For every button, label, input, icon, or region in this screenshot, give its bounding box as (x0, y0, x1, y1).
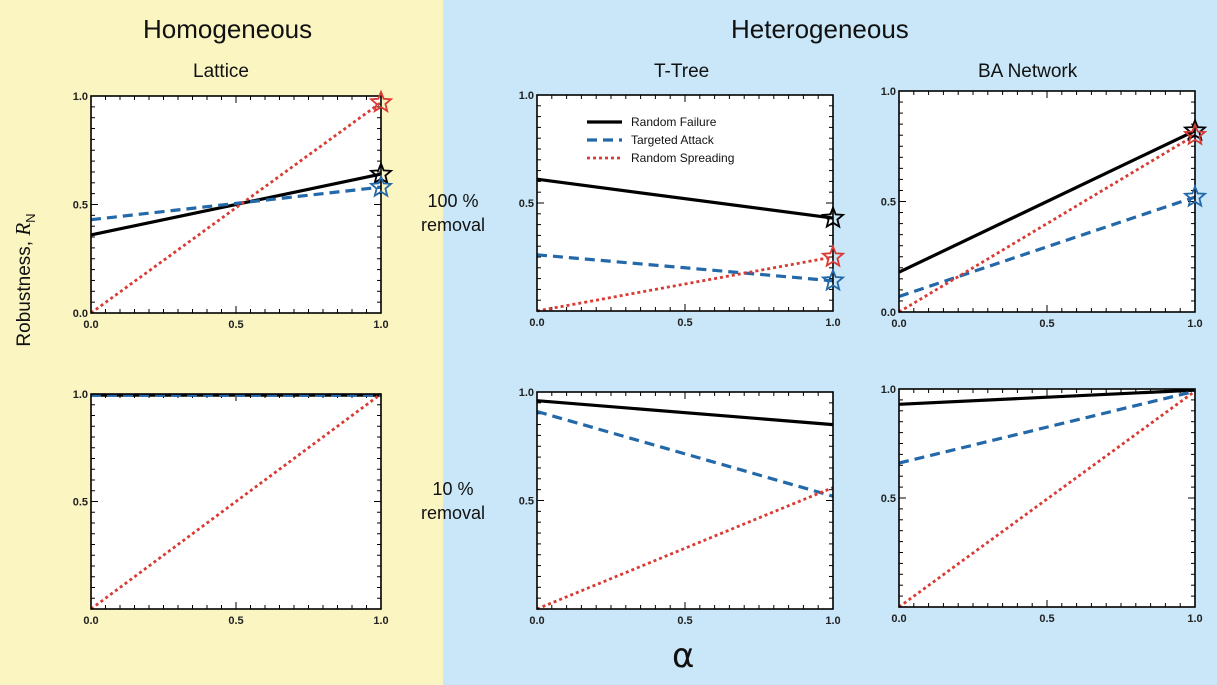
star-marker-targeted-attack (820, 267, 846, 292)
plot-ttree-10: 0.0 0.5 1.0 0.5 1.0 (519, 387, 841, 627)
y-tick-label: 1.0 (73, 91, 88, 103)
homogeneous-title: Homogeneous (143, 14, 313, 44)
star-marker-random-failure (1182, 117, 1208, 142)
legend: Random Failure Targeted Attack Random Spre… (587, 115, 734, 165)
y-tick-label: 0.5 (881, 493, 896, 505)
star-marker-random-failure (820, 205, 846, 229)
row-label-10-removal: 10 % removal (418, 477, 488, 525)
heterogeneous-title: Heterogeneous (731, 14, 909, 44)
y-tick-label: 1.0 (519, 90, 534, 102)
panel-title-ttree: T-Tree (654, 61, 710, 82)
x-tick-label: 0.0 (83, 319, 98, 331)
plot-ba-100: 0.0 0.5 1.0 0.0 0.5 1.0 (881, 86, 1208, 330)
series-line-targeted-attack (536, 409, 834, 498)
y-tick-label: 0.5 (519, 496, 534, 508)
y-tick-label: 1.0 (881, 86, 896, 98)
x-tick-label: 0.5 (228, 319, 243, 331)
panel-title-lattice: Lattice (193, 61, 249, 82)
x-axis-label: α (672, 636, 695, 676)
series-line-random-spreading (898, 390, 1196, 609)
star-marker-targeted-attack (368, 174, 394, 198)
x-tick-label: 0.0 (891, 613, 906, 625)
row-label-100-removal: 100 % removal (418, 189, 488, 237)
plot-ba-10: 0.0 0.5 1.0 0.5 1.0 (881, 384, 1203, 625)
x-tick-label: 0.0 (891, 318, 906, 330)
star-marker-random-spreading (820, 244, 846, 268)
plot-ttree-100: 0.0 0.5 1.0 0.5 1.0 (519, 90, 846, 329)
series-line-targeted-attack (898, 195, 1196, 299)
series-line-targeted-attack (898, 389, 1196, 465)
plot-frame (898, 388, 1196, 608)
y-tick-label: 0.5 (73, 200, 88, 212)
star-marker-random-spreading (368, 89, 394, 113)
series-line-random-spreading (536, 255, 834, 313)
y-tick-label: 0.5 (881, 197, 896, 209)
series-line-random-failure (898, 129, 1196, 274)
plot-lattice-10: 0.0 0.5 1.0 0.5 1.0 (73, 389, 389, 627)
plot-area (537, 392, 833, 609)
plot-frame (536, 94, 834, 312)
x-tick-label: 0.5 (228, 615, 243, 627)
series-line-random-spreading (536, 486, 834, 611)
y-tick-label: 0.5 (73, 497, 88, 509)
x-tick-label: 0.0 (529, 615, 544, 627)
series-line-random-spreading (90, 392, 382, 611)
legend-label-random-spreading: Random Spreading (631, 151, 734, 165)
row-label-100-percent: 100 % (427, 191, 479, 211)
x-tick-label: 0.5 (1039, 318, 1054, 330)
series-line-targeted-attack (536, 253, 834, 283)
x-tick-label: 1.0 (1187, 613, 1202, 625)
x-tick-label: 1.0 (825, 317, 840, 329)
series-line-random-failure (536, 399, 834, 427)
x-tick-label: 1.0 (373, 319, 388, 331)
x-tick-label: 1.0 (373, 615, 388, 627)
star-marker-targeted-attack (1182, 184, 1208, 208)
x-tick-label: 1.0 (1187, 318, 1202, 330)
y-tick-label: 1.0 (73, 389, 88, 401)
y-tick-label: 0.5 (519, 198, 534, 210)
x-tick-label: 0.0 (529, 317, 544, 329)
row-label-10-percent: 10 % (432, 479, 474, 499)
legend-label-targeted-attack: Targeted Attack (631, 133, 715, 147)
plot-lattice-100: 0.0 0.5 1.0 0.0 0.5 1.0 (73, 89, 394, 331)
series-line-random-failure (898, 388, 1196, 406)
row-label-10-removal-word: removal (420, 503, 486, 523)
plot-frame (90, 393, 382, 610)
x-tick-label: 0.5 (1039, 613, 1054, 625)
y-tick-label: 0.0 (73, 308, 88, 320)
plot-frame (90, 95, 382, 314)
row-label-100-removal-word: removal (420, 215, 486, 235)
y-tick-label: 0.0 (881, 307, 896, 319)
series-line-random-failure (536, 177, 834, 220)
x-tick-label: 0.0 (83, 615, 98, 627)
panel-title-ba-network: BA Network (978, 61, 1078, 82)
x-tick-label: 1.0 (825, 615, 840, 627)
series-line-targeted-attack (90, 185, 382, 222)
x-tick-label: 0.5 (677, 615, 692, 627)
y-tick-label: 1.0 (881, 384, 896, 396)
legend-label-random-failure: Random Failure (631, 115, 717, 129)
x-tick-label: 0.5 (677, 317, 692, 329)
plot-frame (536, 391, 834, 610)
y-tick-label: 1.0 (519, 387, 534, 399)
star-marker-random-spreading (1182, 122, 1208, 146)
